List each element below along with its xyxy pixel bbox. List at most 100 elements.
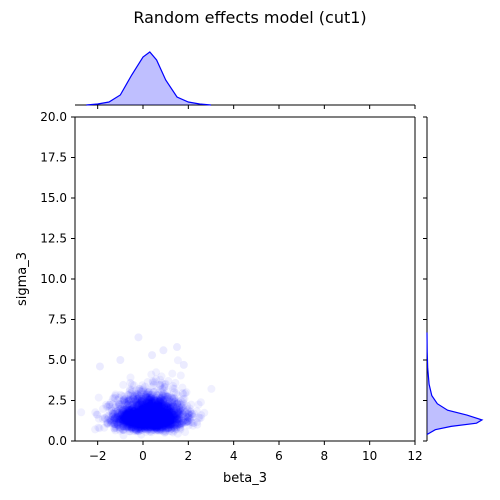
scatter-point	[164, 423, 173, 432]
scatter-point	[153, 409, 162, 418]
scatter-point	[145, 411, 154, 420]
scatter-point	[162, 424, 171, 433]
scatter-point	[136, 413, 145, 422]
scatter-point	[138, 420, 147, 429]
scatter-point	[153, 403, 162, 412]
scatter-point	[159, 398, 168, 407]
scatter-point	[157, 412, 166, 421]
scatter-point	[148, 399, 157, 408]
scatter-point	[146, 414, 155, 423]
scatter-point	[147, 415, 156, 423]
scatter-point	[110, 418, 118, 427]
scatter-point	[126, 401, 135, 410]
scatter-point	[141, 416, 149, 425]
scatter-point	[123, 409, 132, 418]
scatter-point	[152, 404, 161, 413]
scatter-point	[123, 414, 132, 423]
scatter-point	[176, 423, 184, 432]
scatter-point	[139, 389, 148, 398]
scatter-point	[139, 410, 148, 418]
scatter-point	[135, 418, 144, 427]
scatter-point	[125, 418, 134, 427]
scatter-point	[117, 410, 126, 419]
scatter-point	[140, 409, 149, 418]
scatter-point	[153, 406, 162, 415]
scatter-point	[151, 399, 160, 408]
scatter-point	[135, 419, 144, 428]
scatter-point	[151, 413, 160, 422]
scatter-point	[159, 423, 168, 432]
scatter-point	[126, 405, 135, 414]
scatter-point	[170, 396, 178, 405]
scatter-point	[136, 421, 145, 430]
scatter-point	[160, 409, 169, 418]
scatter-point	[130, 417, 139, 426]
scatter-point	[194, 413, 203, 422]
scatter-point	[138, 422, 147, 431]
scatter-point	[142, 412, 151, 421]
scatter-point	[189, 412, 198, 421]
scatter-point	[133, 417, 142, 426]
scatter-point	[167, 415, 176, 424]
scatter-point	[129, 414, 138, 423]
scatter-point	[149, 415, 158, 423]
scatter-point	[136, 410, 145, 419]
scatter-point	[122, 403, 131, 412]
scatter-point	[128, 404, 137, 413]
scatter-point	[155, 418, 164, 427]
scatter-point	[177, 403, 186, 412]
y-tick-label: 2.5	[48, 394, 67, 408]
scatter-point	[149, 414, 158, 422]
scatter-point	[169, 407, 178, 416]
scatter-point	[110, 409, 119, 418]
scatter-point	[163, 413, 172, 422]
scatter-point	[117, 411, 126, 420]
scatter-point	[113, 418, 122, 427]
scatter-point	[150, 410, 159, 419]
scatter-point	[164, 392, 172, 401]
scatter-point	[143, 410, 152, 419]
scatter-point	[152, 407, 161, 416]
scatter-point	[125, 415, 134, 424]
scatter-point	[148, 419, 157, 428]
scatter-point	[149, 394, 158, 403]
scatter-point	[143, 398, 152, 407]
scatter-point	[161, 413, 170, 421]
scatter-point	[126, 408, 135, 417]
scatter-point	[148, 405, 157, 413]
scatter-point	[157, 410, 166, 419]
scatter-point	[149, 378, 158, 387]
scatter-point	[152, 410, 161, 419]
scatter-point	[131, 414, 140, 422]
scatter-point	[145, 410, 154, 419]
scatter-point	[162, 408, 171, 417]
scatter-point	[142, 393, 151, 402]
scatter-point	[170, 423, 178, 432]
scatter-point	[113, 420, 122, 429]
scatter-point	[134, 421, 143, 430]
scatter-point	[142, 413, 151, 422]
scatter-point	[109, 416, 118, 425]
scatter-point	[123, 415, 131, 424]
scatter-point	[115, 413, 123, 421]
scatter-point	[141, 382, 150, 391]
scatter-point	[135, 414, 144, 423]
scatter-point	[141, 418, 150, 427]
scatter-point	[151, 411, 160, 420]
scatter-point	[144, 398, 153, 407]
scatter-point	[137, 420, 146, 429]
scatter-point	[152, 423, 161, 432]
scatter-point	[171, 418, 180, 427]
scatter-point	[137, 411, 146, 420]
scatter-point	[146, 417, 155, 426]
scatter-point	[157, 410, 166, 419]
scatter-point	[126, 415, 135, 424]
scatter-point	[139, 424, 148, 433]
scatter-point	[143, 418, 151, 427]
scatter-point	[131, 421, 139, 430]
scatter-point	[160, 421, 168, 430]
scatter-point	[139, 422, 148, 430]
scatter-point	[119, 422, 128, 431]
scatter-point	[151, 418, 160, 427]
scatter-point	[150, 418, 158, 427]
